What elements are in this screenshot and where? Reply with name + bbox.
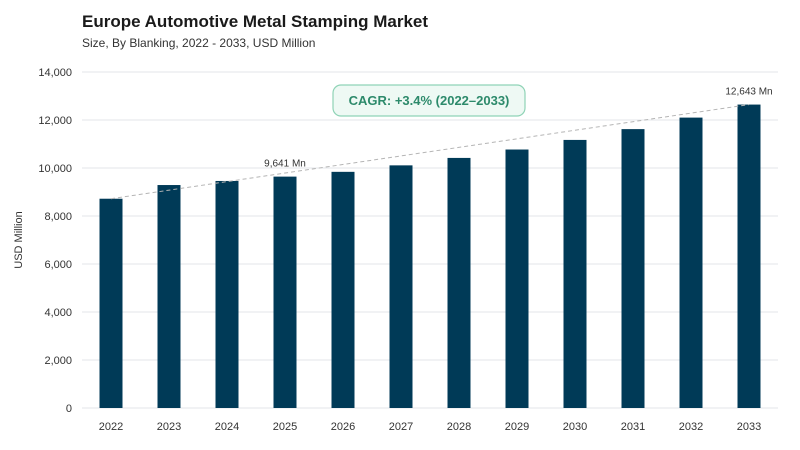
cagr-annotation-text: CAGR: +3.4% (2022–2033) <box>349 93 510 108</box>
bar <box>737 104 761 409</box>
bar <box>215 180 239 408</box>
y-tick-label: 14,000 <box>38 67 72 79</box>
y-tick-label: 4,000 <box>44 307 72 319</box>
x-tick-label: 2028 <box>447 421 471 433</box>
cagr-annotation-box <box>332 84 526 117</box>
data-label: 9,641 Mn <box>264 159 306 170</box>
y-tick-label: 8,000 <box>44 211 72 223</box>
x-tick-label: 2023 <box>157 421 181 433</box>
x-tick-label: 2031 <box>621 421 645 433</box>
bar <box>273 176 297 408</box>
bar <box>621 129 645 408</box>
x-tick-label: 2029 <box>505 421 529 433</box>
data-label: 12,643 Mn <box>725 87 772 98</box>
x-tick-label: 2024 <box>215 421 239 433</box>
x-tick-label: 2022 <box>99 421 123 433</box>
bar <box>331 171 355 408</box>
y-axis-title: USD Million <box>13 211 25 268</box>
trend-line <box>110 104 750 200</box>
bar <box>505 149 529 408</box>
bar <box>679 117 703 408</box>
y-tick-label: 6,000 <box>44 259 72 271</box>
bar <box>99 198 123 408</box>
y-tick-label: 12,000 <box>38 115 72 127</box>
x-tick-label: 2032 <box>679 421 703 433</box>
bar <box>157 185 181 408</box>
bar <box>389 165 413 408</box>
bar <box>447 157 471 408</box>
x-tick-label: 2025 <box>273 421 297 433</box>
y-tick-label: 0 <box>66 403 72 415</box>
x-tick-label: 2026 <box>331 421 355 433</box>
x-tick-label: 2030 <box>563 421 587 433</box>
bar <box>563 139 587 409</box>
chart-subtitle: Size, By Blanking, 2022 - 2033, USD Mill… <box>82 36 316 50</box>
x-tick-label: 2033 <box>737 421 761 433</box>
y-tick-label: 2,000 <box>44 355 72 367</box>
chart-title: Europe Automotive Metal Stamping Market <box>82 12 429 31</box>
x-tick-label: 2027 <box>389 421 413 433</box>
y-tick-label: 10,000 <box>38 163 72 175</box>
